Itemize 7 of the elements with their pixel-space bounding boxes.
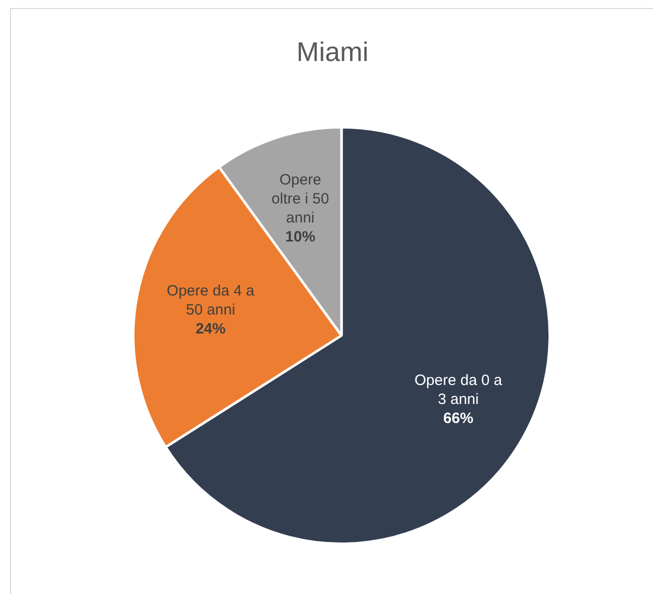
data-label: 10%	[285, 228, 316, 246]
slice-label: Opere oltre i 50 anni	[272, 171, 330, 226]
data-label: 24%	[196, 320, 226, 338]
slice-label: Opere da 4 a 50 anni	[166, 282, 256, 319]
slice-label: Opere da 0 a 3 anni	[414, 372, 503, 408]
data-label: 66%	[443, 410, 474, 427]
chart-title: Miami	[296, 37, 370, 68]
